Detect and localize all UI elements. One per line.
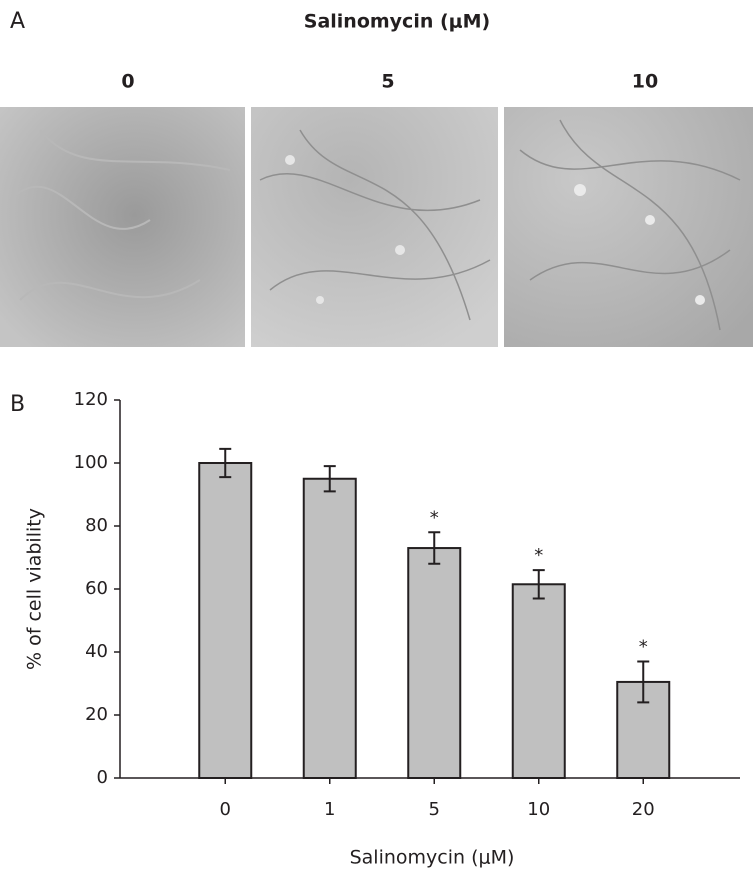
y-tick-label: 120 xyxy=(74,389,108,410)
error-bar xyxy=(219,447,232,479)
x-tick-label: 10 xyxy=(527,799,550,820)
significance-mark: * xyxy=(639,636,648,657)
image-label: 0 xyxy=(121,71,134,93)
error-bar xyxy=(428,531,441,565)
bar xyxy=(407,547,462,779)
significance-mark: * xyxy=(534,545,543,566)
y-tick-label: 40 xyxy=(85,641,108,662)
bar xyxy=(302,477,357,779)
y-tick-label: 100 xyxy=(74,452,108,473)
panel-label: A xyxy=(10,9,25,34)
panel-title: Salinomycin (μM) xyxy=(304,11,490,33)
micrograph xyxy=(504,107,753,347)
micrograph xyxy=(251,107,498,347)
x-tick-label: 5 xyxy=(429,799,440,820)
error-bar xyxy=(637,660,650,704)
y-tick-label: 80 xyxy=(85,515,108,536)
y-axis-label: % of cell viability xyxy=(24,508,46,670)
image-label: 10 xyxy=(632,71,658,93)
bar xyxy=(198,462,253,779)
micrograph xyxy=(0,107,245,347)
x-tick-label: 0 xyxy=(220,799,231,820)
x-axis-label: Salinomycin (μM) xyxy=(350,847,515,869)
error-bar xyxy=(532,569,545,600)
significance-mark: * xyxy=(430,507,439,528)
panel-label: B xyxy=(10,392,25,417)
y-tick-label: 0 xyxy=(97,767,108,788)
x-tick-label: 1 xyxy=(324,799,335,820)
y-tick-label: 60 xyxy=(85,578,108,599)
bar xyxy=(511,583,566,780)
error-bar xyxy=(323,465,336,493)
x-tick-label: 20 xyxy=(632,799,655,820)
y-tick-label: 20 xyxy=(85,704,108,725)
image-label: 5 xyxy=(381,71,394,93)
